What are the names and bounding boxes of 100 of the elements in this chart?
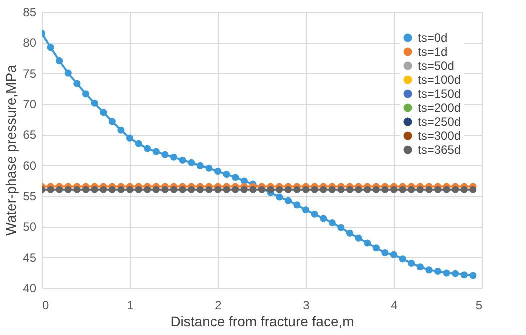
point bbox=[196, 162, 204, 170]
point bbox=[240, 186, 248, 194]
point bbox=[372, 186, 380, 194]
y-axis-title: Water-phase pressure,MPa bbox=[3, 64, 20, 236]
point bbox=[126, 134, 134, 142]
point bbox=[276, 186, 284, 194]
point bbox=[179, 186, 186, 194]
point bbox=[399, 186, 406, 194]
legend-label: ts=365d bbox=[418, 143, 462, 157]
point bbox=[170, 186, 178, 194]
point bbox=[338, 224, 345, 232]
legend-label: ts=200d bbox=[418, 101, 462, 115]
point bbox=[56, 58, 64, 65]
point bbox=[179, 156, 186, 164]
x-tick-label: 2 bbox=[215, 298, 222, 312]
point bbox=[372, 244, 380, 252]
point bbox=[82, 186, 90, 194]
legend-label: ts=150d bbox=[418, 87, 462, 101]
point bbox=[100, 109, 108, 116]
point bbox=[144, 145, 152, 152]
point bbox=[460, 186, 468, 194]
point bbox=[170, 154, 178, 161]
point bbox=[108, 186, 116, 194]
x-axis-title: Distance from fracture face,m bbox=[170, 314, 354, 330]
point bbox=[470, 272, 477, 280]
y-tick-label: 65 bbox=[23, 128, 37, 142]
point bbox=[416, 186, 424, 194]
point bbox=[64, 70, 72, 77]
point bbox=[364, 240, 372, 247]
point bbox=[390, 186, 398, 194]
point bbox=[144, 186, 152, 194]
point bbox=[152, 148, 160, 156]
point bbox=[74, 80, 81, 88]
y-tick-label: 85 bbox=[23, 6, 37, 20]
point bbox=[470, 186, 477, 194]
y-tick-label: 60 bbox=[23, 158, 37, 173]
point bbox=[355, 234, 362, 242]
point bbox=[47, 44, 54, 52]
point bbox=[364, 186, 372, 194]
point bbox=[214, 168, 222, 175]
point bbox=[382, 250, 389, 257]
x-tick-label: 5 bbox=[476, 298, 483, 312]
point bbox=[328, 186, 336, 194]
point bbox=[320, 215, 328, 222]
y-tick-label: 55 bbox=[23, 190, 37, 204]
y-tick-label: 75 bbox=[23, 66, 37, 81]
point bbox=[399, 256, 406, 263]
point bbox=[196, 186, 204, 194]
point bbox=[346, 230, 354, 237]
point bbox=[311, 210, 318, 218]
point bbox=[223, 186, 230, 194]
point bbox=[188, 186, 196, 194]
y-tick-label: 40 bbox=[23, 282, 37, 296]
point bbox=[452, 270, 460, 278]
point bbox=[152, 186, 160, 194]
point bbox=[443, 186, 450, 194]
point bbox=[426, 186, 433, 194]
point bbox=[214, 186, 222, 194]
point bbox=[188, 159, 196, 166]
point bbox=[250, 186, 257, 194]
point bbox=[294, 202, 301, 209]
point bbox=[416, 264, 424, 271]
point bbox=[56, 186, 64, 194]
point bbox=[91, 186, 98, 194]
point bbox=[206, 186, 213, 194]
point bbox=[328, 219, 336, 227]
point bbox=[434, 186, 442, 194]
point bbox=[118, 126, 125, 134]
legend-label: ts=100d bbox=[418, 73, 462, 87]
point bbox=[162, 186, 169, 194]
point bbox=[408, 260, 416, 267]
point bbox=[338, 186, 345, 194]
point bbox=[276, 194, 284, 201]
legend-label: ts=250d bbox=[418, 115, 462, 129]
point bbox=[390, 251, 398, 258]
point bbox=[118, 186, 125, 194]
point bbox=[91, 100, 98, 107]
point bbox=[408, 186, 416, 194]
legend-label: ts=1d bbox=[418, 45, 448, 59]
y-tick-label: 45 bbox=[23, 250, 37, 265]
legend-label: ts=50d bbox=[418, 59, 454, 73]
point bbox=[232, 174, 240, 182]
x-tick-label: 4 bbox=[391, 298, 398, 312]
point bbox=[382, 186, 389, 194]
y-tick-label: 70 bbox=[23, 98, 37, 112]
point bbox=[426, 266, 433, 274]
point bbox=[162, 151, 169, 158]
legend-label: ts=0d bbox=[418, 31, 448, 45]
point bbox=[82, 90, 90, 98]
point bbox=[460, 272, 468, 279]
point bbox=[135, 186, 142, 194]
point bbox=[108, 118, 116, 126]
point bbox=[452, 186, 460, 194]
x-tick-label: 3 bbox=[303, 298, 310, 312]
point bbox=[206, 164, 213, 172]
point bbox=[320, 186, 328, 194]
point bbox=[434, 268, 442, 275]
point bbox=[284, 186, 292, 194]
point bbox=[311, 186, 318, 194]
point bbox=[267, 186, 274, 194]
